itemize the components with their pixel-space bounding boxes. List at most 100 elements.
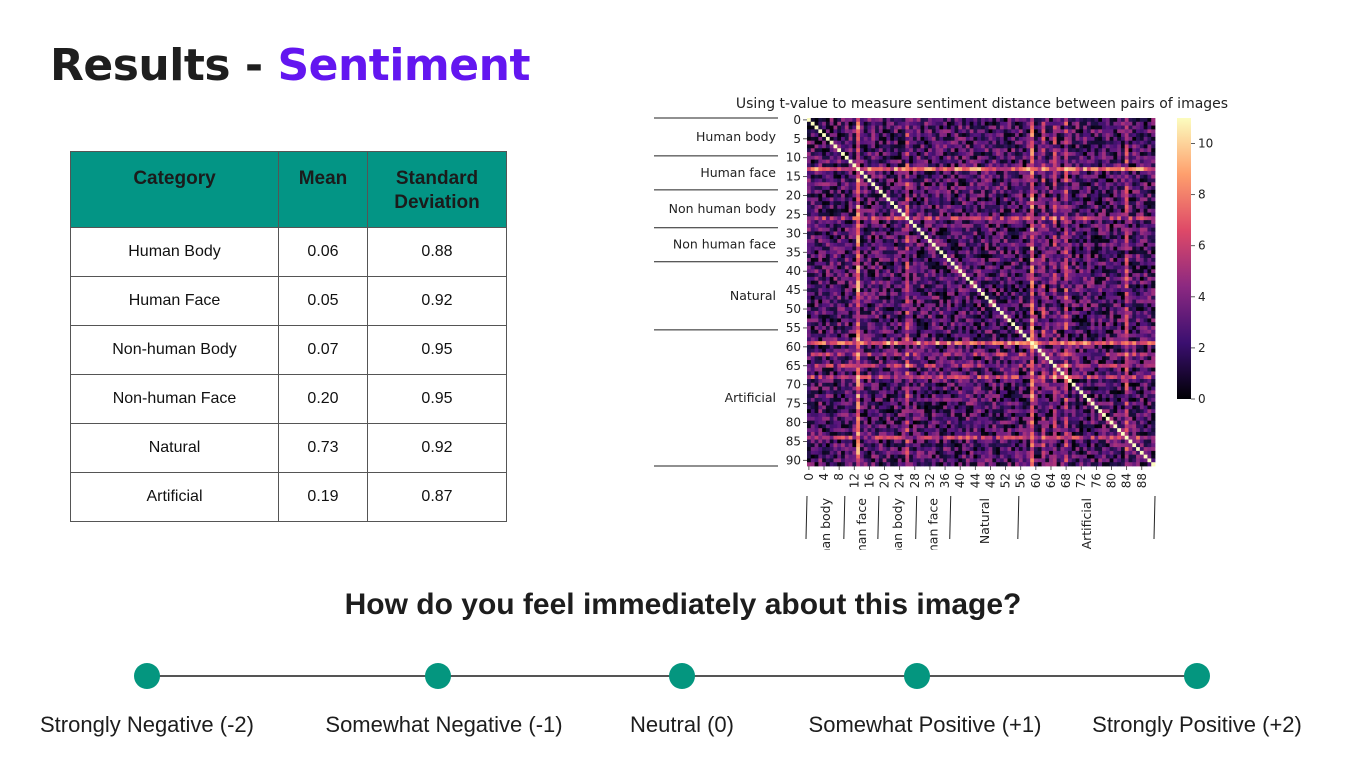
heatmap-cell xyxy=(954,310,959,316)
heatmap-cell xyxy=(958,136,963,142)
heatmap-cell xyxy=(1151,276,1156,282)
heatmap-cell xyxy=(856,254,861,259)
heatmap-cell xyxy=(1037,269,1042,274)
heatmap-cell xyxy=(1086,288,1092,293)
heatmap-cell xyxy=(954,273,959,278)
heatmap-cell xyxy=(1083,186,1088,191)
heatmap-cell xyxy=(863,314,868,319)
heatmap-cell xyxy=(965,174,971,179)
heatmap-cell xyxy=(814,212,819,217)
cell-category: Non-human Body xyxy=(70,325,279,375)
heatmap-cell xyxy=(988,186,993,191)
stats-table: Category Mean Standard Deviation Human B… xyxy=(70,151,507,522)
heatmap-cell xyxy=(1011,257,1016,263)
heatmap-cell xyxy=(841,170,846,176)
heatmap-cell xyxy=(1136,220,1141,225)
heatmap-cell xyxy=(909,303,914,308)
heatmap-cell xyxy=(1113,276,1118,282)
heatmap-cell xyxy=(1060,129,1065,134)
heatmap-cell xyxy=(1052,242,1058,248)
heatmap-cell xyxy=(1151,223,1156,229)
heatmap-cell xyxy=(1011,273,1016,278)
heatmap-cell xyxy=(844,299,850,304)
heatmap-cell xyxy=(1151,178,1156,183)
heatmap-cell xyxy=(1124,182,1129,187)
heatmap-cell xyxy=(841,235,846,240)
heatmap-cell xyxy=(996,239,1001,244)
heatmap-cell xyxy=(1033,284,1039,289)
heatmap-cell xyxy=(867,299,872,304)
heatmap-cell xyxy=(875,170,880,176)
heatmap-cell xyxy=(931,144,937,149)
heatmap-cell xyxy=(897,307,902,312)
heatmap-cell xyxy=(841,125,846,130)
heatmap-cell xyxy=(833,246,838,251)
heatmap-cell xyxy=(1045,250,1050,255)
heatmap-cell xyxy=(822,299,827,304)
heatmap-cell xyxy=(1109,205,1114,210)
heatmap-cell xyxy=(1128,216,1133,221)
heatmap-cell xyxy=(1132,242,1137,248)
heatmap-cell xyxy=(981,136,986,142)
heatmap-cell xyxy=(814,223,819,229)
heatmap-cell xyxy=(1132,193,1137,198)
heatmap-cell xyxy=(988,216,993,221)
heatmap-cell xyxy=(992,318,997,323)
heatmap-cell xyxy=(833,129,838,134)
heatmap-cell xyxy=(1030,174,1035,179)
heatmap-cell xyxy=(829,205,834,210)
heatmap-cell xyxy=(882,299,887,304)
heatmap-cell xyxy=(999,242,1005,248)
heatmap-cell xyxy=(912,174,918,179)
heatmap-cell xyxy=(954,144,959,149)
heatmap-cell xyxy=(912,133,918,138)
heatmap-cell xyxy=(1052,174,1058,179)
heatmap-cell xyxy=(1079,280,1084,285)
heatmap-cell xyxy=(931,257,937,263)
heatmap-cell xyxy=(818,254,823,259)
heatmap-cell xyxy=(958,299,963,304)
heatmap-cell xyxy=(886,205,891,210)
heatmap-cell xyxy=(1094,125,1099,130)
heatmap-cell xyxy=(988,242,993,248)
heatmap-cell xyxy=(1068,220,1073,225)
heatmap-cell xyxy=(890,125,895,130)
heatmap-cell xyxy=(1120,220,1126,225)
heatmap-cell xyxy=(1124,223,1129,229)
heatmap-cell xyxy=(1068,227,1073,232)
heatmap-cell xyxy=(931,189,937,195)
heatmap-cell xyxy=(841,148,846,153)
heatmap-cell xyxy=(890,121,895,126)
heatmap-cell xyxy=(1147,239,1152,244)
heatmap-cell xyxy=(1041,144,1046,149)
heatmap-cell xyxy=(969,257,974,263)
heatmap-cell xyxy=(807,257,812,263)
heatmap-cell xyxy=(1060,303,1065,308)
heatmap-cell xyxy=(1120,257,1126,263)
heatmap-cell xyxy=(882,118,887,123)
heatmap-cell xyxy=(814,118,819,123)
heatmap-cell xyxy=(814,155,819,161)
heatmap-cell xyxy=(901,167,906,172)
heatmap-cell xyxy=(1109,129,1114,134)
heatmap-cell xyxy=(1064,227,1069,232)
heatmap-cell xyxy=(1094,288,1099,293)
heatmap-cell xyxy=(841,318,846,323)
heatmap-cell xyxy=(852,220,857,225)
heatmap-cell xyxy=(1136,182,1141,187)
heatmap-cell xyxy=(871,288,876,293)
heatmap-cell xyxy=(1117,121,1122,126)
heatmap-cell xyxy=(928,174,933,179)
heatmap-cell xyxy=(859,280,865,285)
heatmap-cell xyxy=(901,174,906,179)
heatmap-cell xyxy=(1090,269,1095,274)
heatmap-cell xyxy=(897,288,902,293)
heatmap-cell xyxy=(1090,254,1095,259)
heatmap-cell xyxy=(814,254,819,259)
heatmap-cell xyxy=(920,257,925,263)
heatmap-cell xyxy=(833,140,838,145)
heatmap-cell xyxy=(1026,223,1031,229)
heatmap-cell xyxy=(1030,170,1035,176)
heatmap-cell xyxy=(973,265,978,270)
heatmap-cell xyxy=(1113,220,1118,225)
